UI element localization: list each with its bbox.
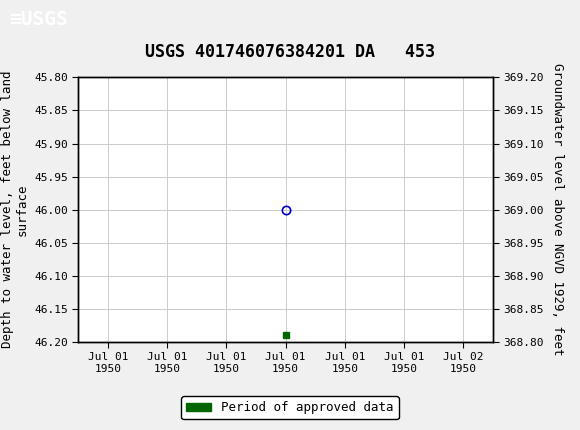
Y-axis label: Depth to water level, feet below land
surface: Depth to water level, feet below land su… xyxy=(1,71,28,348)
Text: ≡USGS: ≡USGS xyxy=(9,10,67,29)
Y-axis label: Groundwater level above NGVD 1929, feet: Groundwater level above NGVD 1929, feet xyxy=(551,63,564,356)
Text: USGS 401746076384201 DA   453: USGS 401746076384201 DA 453 xyxy=(145,43,435,61)
Legend: Period of approved data: Period of approved data xyxy=(181,396,399,419)
